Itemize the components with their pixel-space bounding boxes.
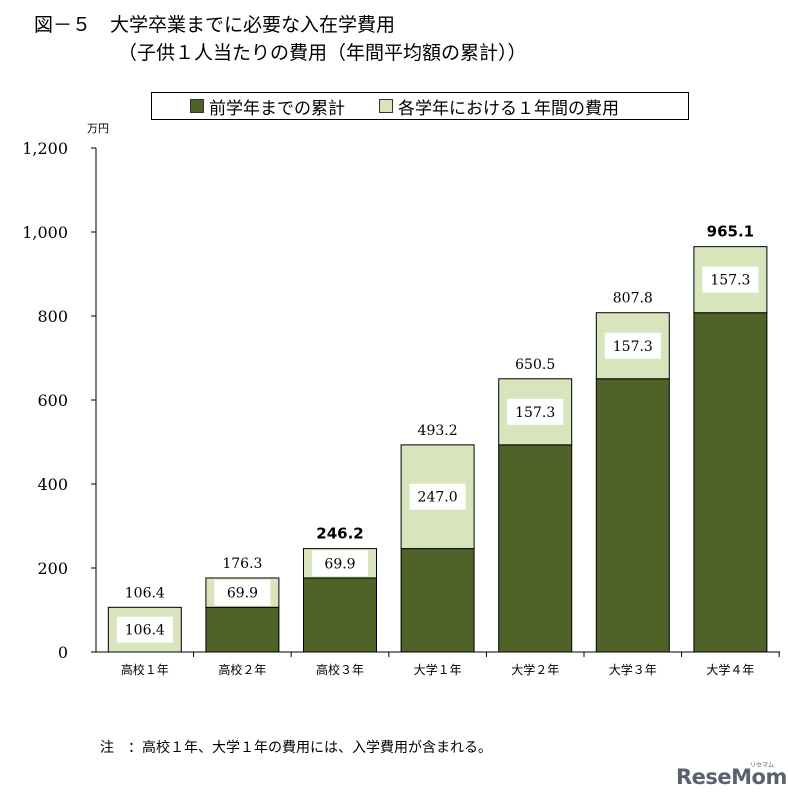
x-tick-label: 高校２年 xyxy=(218,662,266,677)
resemom-logo-sub: リセマム xyxy=(750,762,775,769)
chart-subtitle: （子供１人当たりの費用（年間平均額の累計）） xyxy=(118,42,527,64)
segment-label-box xyxy=(116,616,173,643)
total-label: 246.2 xyxy=(316,525,363,543)
segment-label: 157.3 xyxy=(613,339,653,355)
y-tick-label: 1,000 xyxy=(22,223,68,242)
bar-cumulative xyxy=(303,577,377,653)
legend-item-cumulative: 前学年までの累計 xyxy=(190,94,345,119)
x-tick-label: 大学１年 xyxy=(414,662,462,677)
x-tick-label: 高校１年 xyxy=(121,662,169,677)
bar-cumulative xyxy=(205,606,280,653)
legend-item-annual: 各学年における１年間の費用 xyxy=(379,94,619,119)
segment-label: 106.4 xyxy=(125,623,165,639)
total-label: 493.2 xyxy=(418,423,458,439)
bar-cumulative xyxy=(595,378,670,653)
segment-label-box xyxy=(507,398,564,425)
y-tick-label: 400 xyxy=(37,475,68,494)
total-label: 106.4 xyxy=(125,585,165,601)
x-tick-label: 大学３年 xyxy=(609,662,657,677)
bar-cumulative xyxy=(498,444,573,653)
legend-label-annual: 各学年における１年間の費用 xyxy=(398,98,619,119)
segment-label-box xyxy=(312,550,368,577)
legend-swatch-annual xyxy=(379,99,393,113)
y-tick-label: 800 xyxy=(37,307,68,326)
x-tick-label: 大学２年 xyxy=(511,662,559,677)
total-label: 650.5 xyxy=(515,357,555,373)
segment-label-box xyxy=(409,483,466,510)
y-tick-label: 0 xyxy=(58,643,68,662)
segment-label: 69.9 xyxy=(324,556,355,572)
chart-title: 図－５ 大学卒業までに必要な入在学費用 xyxy=(34,14,396,36)
resemom-logo: ReseMom xyxy=(676,765,787,789)
segment-label: 157.3 xyxy=(710,273,750,289)
footnote: 注 ：高校１年、大学１年の費用には、入学費用が含まれる。 xyxy=(100,740,492,756)
legend: 前学年までの累計 各学年における１年間の費用 xyxy=(151,92,689,120)
y-tick-label: 200 xyxy=(37,559,68,578)
total-label: 807.8 xyxy=(613,291,653,307)
segment-label-box xyxy=(702,266,759,293)
y-tick-label: 1,200 xyxy=(22,139,68,158)
legend-label-cumulative: 前学年までの累計 xyxy=(209,98,345,119)
y-axis-unit: 万円 xyxy=(87,122,109,135)
legend-swatch-cumulative xyxy=(190,99,204,113)
total-label: 176.3 xyxy=(222,556,262,572)
x-tick-label: 大学４年 xyxy=(706,662,754,677)
segment-label: 247.0 xyxy=(418,490,458,506)
segment-label-box xyxy=(214,579,271,606)
y-tick-label: 600 xyxy=(37,391,68,410)
bar-cumulative xyxy=(693,312,768,653)
segment-label: 69.9 xyxy=(227,586,258,602)
bar-cumulative xyxy=(400,548,475,653)
segment-label-box xyxy=(604,332,661,359)
total-label: 965.1 xyxy=(707,223,754,241)
x-tick-label: 高校３年 xyxy=(316,662,364,677)
segment-label: 157.3 xyxy=(515,405,555,421)
